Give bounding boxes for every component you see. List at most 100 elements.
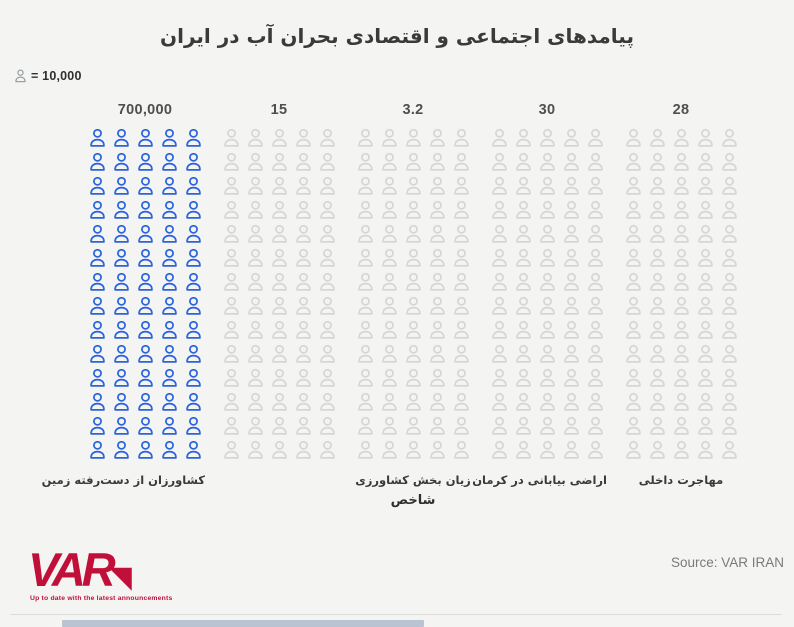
person-icon [515, 440, 531, 459]
person-icon [295, 296, 311, 315]
person-icon [223, 320, 239, 339]
column-label: زیان بخش کشاورزی [355, 473, 471, 487]
person-icon [247, 128, 263, 147]
person-icon [357, 176, 373, 195]
person-icon [563, 248, 579, 267]
person-icon [357, 248, 373, 267]
person-icon [223, 368, 239, 387]
person-icon [453, 176, 469, 195]
person-icon [625, 344, 641, 363]
bottom-scrollbar[interactable] [62, 620, 424, 627]
person-icon [89, 320, 105, 339]
person-icon [185, 176, 201, 195]
person-icon [625, 320, 641, 339]
person-icon [185, 200, 201, 219]
person-icon [137, 392, 153, 411]
person-icon [649, 320, 665, 339]
person-icon [137, 440, 153, 459]
person-icon [247, 344, 263, 363]
person-icon [185, 416, 201, 435]
person-icon [539, 392, 555, 411]
person-icon [271, 344, 287, 363]
person-icon [295, 152, 311, 171]
person-icon [539, 344, 555, 363]
person-icon [673, 296, 689, 315]
person-icon [357, 128, 373, 147]
person-icon [89, 176, 105, 195]
pictogram-column: 30 اراضی بیابانی در کرمان [472, 102, 607, 487]
person-icon [113, 296, 129, 315]
person-icon [453, 200, 469, 219]
person-icon [405, 152, 421, 171]
person-icon [587, 128, 603, 147]
person-icon [587, 296, 603, 315]
person-icon [137, 368, 153, 387]
person-icon [563, 128, 579, 147]
person-icon [161, 368, 177, 387]
person-icon [587, 272, 603, 291]
person-icon [161, 392, 177, 411]
person-icon [491, 128, 507, 147]
person-icon [673, 416, 689, 435]
person-icon [319, 368, 335, 387]
person-icon [697, 224, 713, 243]
person-icon [649, 416, 665, 435]
person-icon [247, 392, 263, 411]
person-icon [137, 248, 153, 267]
person-icon [247, 368, 263, 387]
person-icon [587, 200, 603, 219]
person-icon [673, 392, 689, 411]
person-icon [381, 440, 397, 459]
person-icon [697, 176, 713, 195]
person-icon [89, 224, 105, 243]
person-icon [319, 272, 335, 291]
person-icon [563, 176, 579, 195]
person-icon [247, 296, 263, 315]
person-icon [539, 224, 555, 243]
person-icon [185, 152, 201, 171]
person-icon [587, 248, 603, 267]
person-icon [721, 392, 737, 411]
person-icon [491, 392, 507, 411]
person-icon [271, 392, 287, 411]
column-label: مهاجرت داخلی [638, 473, 724, 487]
person-icon [515, 248, 531, 267]
person-icon [587, 368, 603, 387]
person-icon [161, 416, 177, 435]
person-icon [271, 440, 287, 459]
person-icon [649, 344, 665, 363]
person-icon [161, 152, 177, 171]
person-icon [539, 176, 555, 195]
person-icon [649, 248, 665, 267]
person-icon [137, 200, 153, 219]
person-icon [223, 152, 239, 171]
person-icon [721, 344, 737, 363]
person-icon [453, 368, 469, 387]
person-icon [563, 368, 579, 387]
person-icon [405, 368, 421, 387]
person-icon [319, 176, 335, 195]
person-icon [161, 272, 177, 291]
person-icon [515, 296, 531, 315]
person-icon [563, 296, 579, 315]
person-icon [429, 344, 445, 363]
person-icon [381, 200, 397, 219]
person-icon [429, 440, 445, 459]
person-icon [113, 416, 129, 435]
person-icon [185, 344, 201, 363]
person-icon [247, 176, 263, 195]
person-icon [247, 224, 263, 243]
person-icon [625, 272, 641, 291]
person-icon [223, 344, 239, 363]
person-icon [319, 320, 335, 339]
person-icon [381, 224, 397, 243]
person-icon [161, 344, 177, 363]
person-icon [295, 224, 311, 243]
person-icon [319, 296, 335, 315]
person-icon [357, 344, 373, 363]
person-icon [721, 368, 737, 387]
person-icon [453, 296, 469, 315]
person-icon [113, 128, 129, 147]
person-icon [539, 248, 555, 267]
person-icon [381, 416, 397, 435]
